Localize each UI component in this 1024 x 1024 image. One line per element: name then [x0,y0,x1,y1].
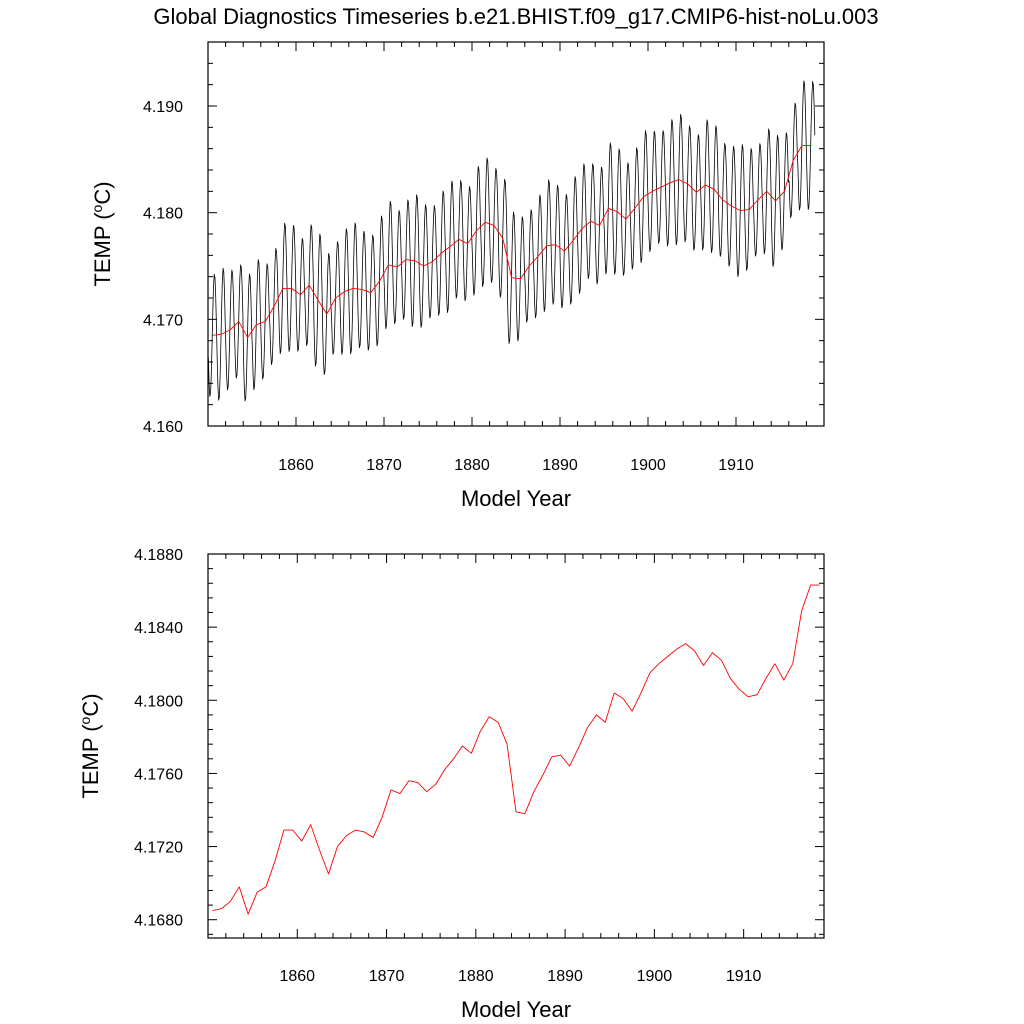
series-group [207,80,816,402]
x-tick-label: 1900 [637,968,673,985]
page-title: Global Diagnostics Timeseries b.e21.BHIS… [153,4,878,29]
y-tick-label: 4.1800 [134,693,183,710]
x-tick-label: 1860 [278,457,314,474]
y-tick-label: 4.170 [143,312,183,329]
y-tick-label: 4.180 [143,206,183,223]
y-tick-label: 4.1840 [134,620,183,637]
x-tick-label: 1880 [458,968,494,985]
y-tick-label: 4.1680 [134,913,183,930]
x-tick-label: 1890 [542,457,578,474]
plot-frame [207,553,825,939]
x-tick-label: 1900 [630,457,666,474]
x-tick-label: 1890 [547,968,583,985]
x-axis-title: Model Year [461,486,571,511]
x-tick-label: 1860 [279,968,315,985]
x-axis-ticks [207,42,825,426]
x-tick-label: 1870 [369,968,405,985]
x-tick-label: 1870 [366,457,402,474]
y-tick-label: 4.160 [143,419,183,436]
bottom-panel-annual-mean-chart: 1860 1870 1880 1890 1900 1910 4.1680 4.1720 4.17… [77,547,825,1022]
y-tick-label: 4.190 [143,99,183,116]
series-group [212,584,820,915]
x-axis-ticks [207,554,816,938]
y-axis-ticks [208,41,824,427]
y-tick-label: 4.1720 [134,840,183,857]
series-annual-mean-line [212,584,820,915]
y-axis-title: TEMP (oC) [89,181,115,286]
series-annual-mean-line [212,145,811,338]
x-axis-title: Model Year [461,997,571,1022]
series-monthly-line [207,80,816,402]
y-axis-ticks [208,553,824,935]
x-tick-label: 1910 [718,457,754,474]
y-axis-title: TEMP (oC) [77,693,103,798]
y-tick-label: 4.1880 [134,547,183,564]
x-tick-label: 1880 [454,457,490,474]
top-panel-timeseries-chart: 1860 1870 1880 1890 1900 1910 4.160 4.170 4.180 4… [89,41,825,511]
y-tick-label: 4.1760 [134,766,183,783]
x-tick-label: 1910 [726,968,762,985]
